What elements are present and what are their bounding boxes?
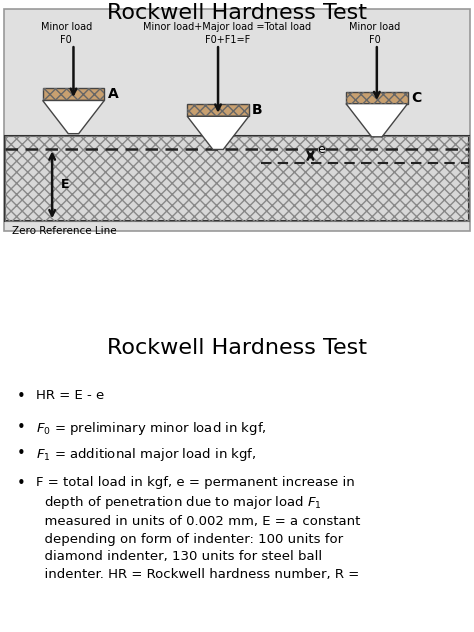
- Polygon shape: [43, 100, 104, 134]
- Bar: [346, 92, 408, 104]
- Text: •: •: [17, 420, 26, 435]
- Bar: [5, 136, 469, 221]
- Text: e: e: [318, 143, 325, 157]
- Text: E: E: [61, 178, 69, 191]
- Text: Minor load
F0: Minor load F0: [41, 22, 92, 44]
- Text: Minor load
F0: Minor load F0: [349, 22, 400, 44]
- Bar: [5, 136, 469, 221]
- Text: Minor load+Major load =Total load
F0+F1=F: Minor load+Major load =Total load F0+F1=…: [144, 22, 311, 44]
- Bar: [43, 88, 104, 100]
- Text: •: •: [17, 389, 26, 404]
- Bar: [346, 92, 408, 104]
- Text: C: C: [411, 90, 421, 105]
- Text: Rockwell Hardness Test: Rockwell Hardness Test: [107, 337, 367, 358]
- Bar: [43, 88, 104, 100]
- Text: F = total load in kgf, e = permanent increase in
  depth of penetration due to m: F = total load in kgf, e = permanent inc…: [36, 475, 360, 581]
- Text: HR = E - e: HR = E - e: [36, 389, 104, 402]
- Text: Zero Reference Line: Zero Reference Line: [12, 226, 117, 236]
- Bar: [187, 104, 249, 116]
- Text: $F_1$ = additional major load in kgf,: $F_1$ = additional major load in kgf,: [36, 446, 256, 463]
- Text: •: •: [17, 446, 26, 461]
- Text: Rockwell Hardness Test: Rockwell Hardness Test: [107, 3, 367, 23]
- Text: •: •: [17, 475, 26, 490]
- Text: B: B: [252, 103, 263, 118]
- Text: $F_0$ = preliminary minor load in kgf,: $F_0$ = preliminary minor load in kgf,: [36, 420, 266, 437]
- Bar: [187, 104, 249, 116]
- Polygon shape: [346, 104, 408, 137]
- Text: A: A: [108, 87, 118, 102]
- Bar: [4, 9, 470, 231]
- Polygon shape: [187, 116, 249, 149]
